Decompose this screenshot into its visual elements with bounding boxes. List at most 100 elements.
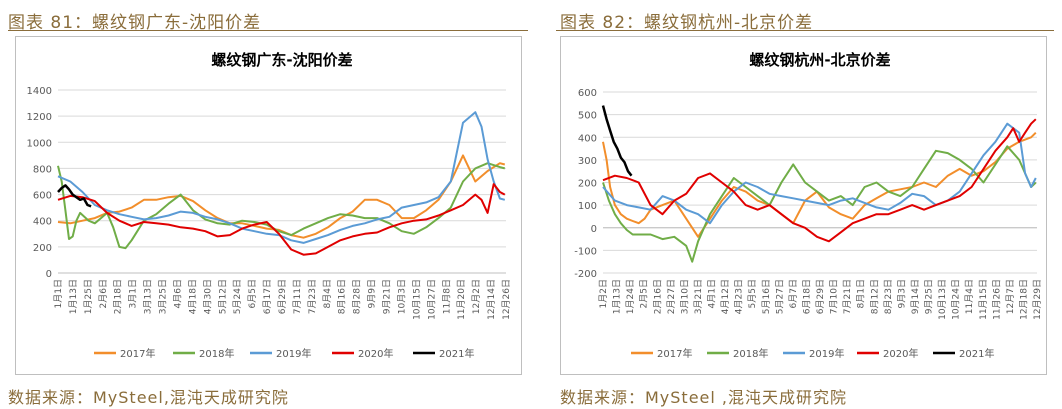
y-tick-label: 1400 (27, 86, 52, 97)
x-tick-label: 5月24日 (232, 279, 243, 314)
x-tick-label: 12月7日 (1005, 279, 1016, 314)
x-tick-label: 4月30日 (202, 279, 213, 314)
x-tick-label: 10月3日 (396, 279, 407, 314)
legend-label: 2021年 (959, 347, 994, 360)
legend-label: 2021年 (439, 347, 474, 360)
x-tick-label: 1月25日 (83, 279, 94, 314)
x-tick-label: 10月27日 (426, 279, 437, 320)
figure-title-right: 图表 82：螺纹钢杭州-北京价差 (560, 13, 814, 33)
series-line-2021年 (57, 184, 92, 208)
series-line-2018年 (602, 145, 1037, 263)
x-tick-label: 3月25日 (158, 279, 169, 314)
x-tick-label: 1月13日 (68, 279, 79, 314)
chart-svg-right: 螺纹钢杭州-北京价差 -200 -100 0 100 200 300 400 500 600 1月2… (574, 51, 1043, 360)
x-tick-label: 8月12日 (869, 279, 880, 314)
y-tick-label: 0 (46, 269, 52, 280)
x-tick-label: 5月5日 (747, 279, 758, 308)
x-tick-label: 11月4日 (964, 279, 975, 314)
x-tick-label: 11月20日 (456, 279, 467, 320)
x-tick-label: 8月28日 (352, 279, 363, 314)
source-note-right: 数据来源：MySteel ,混沌天成研究院 (560, 388, 848, 407)
x-tick-label: 9月14日 (910, 279, 921, 314)
x-tick-label: 7月10日 (829, 279, 840, 314)
series-line-2017年 (602, 131, 1037, 238)
x-tick-label: 12月14日 (486, 279, 497, 320)
legend-label: 2020年 (883, 347, 918, 360)
x-tick-label: 1月24日 (625, 279, 636, 314)
figure-title-left: 图表 81：螺纹钢广东-沈阳价差 (8, 13, 262, 33)
x-tick-label: 6月5日 (247, 279, 258, 308)
x-tick-label: 4月18日 (187, 279, 198, 314)
x-tick-label: 5月16日 (761, 279, 772, 314)
series-line-2020年 (602, 118, 1037, 243)
x-tick-label: 12月18日 (1018, 279, 1029, 320)
x-tick-label: 11月8日 (441, 279, 452, 314)
x-tick-label: 12月26日 (501, 279, 512, 320)
x-tick-label: 6月29日 (277, 279, 288, 314)
x-tick-label: 2月16日 (652, 279, 663, 314)
chart-panel-right: 螺纹钢杭州-北京价差 -200 -100 0 100 200 300 400 500 600 1月2… (560, 36, 1047, 375)
y-tick-label: 0 (591, 224, 597, 235)
x-tick-label: 6月7日 (788, 279, 799, 308)
x-tick-label: 2月6日 (98, 279, 109, 308)
x-tick-label: 5月27日 (774, 279, 785, 314)
x-tick-label: 4月1日 (707, 279, 718, 308)
title-rule-left (8, 30, 528, 31)
chart-title: 螺纹钢广东-沈阳价差 (211, 51, 352, 69)
series-line-2021年 (601, 105, 633, 177)
y-tick-label: 800 (33, 164, 52, 175)
y-tick-label: 1200 (27, 112, 52, 123)
x-tick-label: 9月9日 (367, 279, 378, 308)
y-tick-label: 100 (578, 201, 597, 212)
x-tick-label: 9月25日 (924, 279, 935, 314)
y-tick-label: 500 (578, 111, 597, 122)
x-tick-label: 8月16日 (337, 279, 348, 314)
y-tick-label: 1000 (27, 138, 52, 149)
x-tick-label: 3月21日 (693, 279, 704, 314)
x-tick-label: 10月24日 (951, 279, 962, 320)
x-tick-label: 9月21日 (382, 279, 393, 314)
x-tick-label: 11月15日 (978, 279, 989, 320)
y-tick-label: 600 (33, 191, 52, 202)
legend-label: 2019年 (809, 347, 844, 360)
series-line-2019年 (57, 111, 506, 244)
x-tick-label: 4月23日 (734, 279, 745, 314)
chart-panel-left: 螺纹钢广东-沈阳价差 0 200 400 600 800 1000 1200 1400 1月1日 1… (15, 36, 522, 375)
x-tick-label: 10月13日 (937, 279, 948, 320)
x-tick-label: 3月10日 (679, 279, 690, 314)
legend-label: 2017年 (120, 347, 155, 360)
title-rule-right (556, 30, 1054, 31)
y-tick-label: 400 (33, 217, 52, 228)
legend-label: 2019年 (276, 347, 311, 360)
series-line-2020年 (57, 183, 506, 256)
legend-label: 2018年 (199, 347, 234, 360)
x-tick-label: 3月1日 (128, 279, 139, 308)
x-tick-label: 7月21日 (842, 279, 853, 314)
x-tick-label: 2月27日 (666, 279, 677, 314)
x-tick-label: 3月13日 (143, 279, 154, 314)
y-tick-label: 200 (578, 179, 597, 190)
x-tick-label: 6月17日 (262, 279, 273, 314)
x-tick-label: 8月23日 (883, 279, 894, 314)
x-tick-label: 12月29日 (1032, 279, 1043, 320)
x-tick-label: 1月1日 (53, 279, 64, 308)
chart-svg-left: 螺纹钢广东-沈阳价差 0 200 400 600 800 1000 1200 1400 1月1日 1… (27, 51, 512, 360)
y-tick-label: 400 (578, 133, 597, 144)
x-tick-label: 10月15日 (411, 279, 422, 320)
x-tick-label: 2月5日 (639, 279, 650, 308)
x-tick-label: 7月23日 (307, 279, 318, 314)
x-tick-label: 8月1日 (856, 279, 867, 308)
x-tick-label: 8月4日 (322, 279, 333, 308)
x-tick-label: 1月2日 (598, 279, 609, 308)
x-tick-label: 6月18日 (801, 279, 812, 314)
x-tick-label: 2月18日 (113, 279, 124, 314)
y-tick-label: 300 (578, 156, 597, 167)
x-tick-label: 6月29日 (815, 279, 826, 314)
x-tick-label: 12月2日 (471, 279, 482, 314)
series-line-2019年 (602, 122, 1037, 225)
legend-label: 2020年 (358, 347, 393, 360)
x-tick-label: 7月11日 (292, 279, 303, 314)
y-tick-label: 600 (578, 88, 597, 99)
x-tick-label: 5月12日 (217, 279, 228, 314)
y-tick-label: -100 (574, 246, 597, 257)
